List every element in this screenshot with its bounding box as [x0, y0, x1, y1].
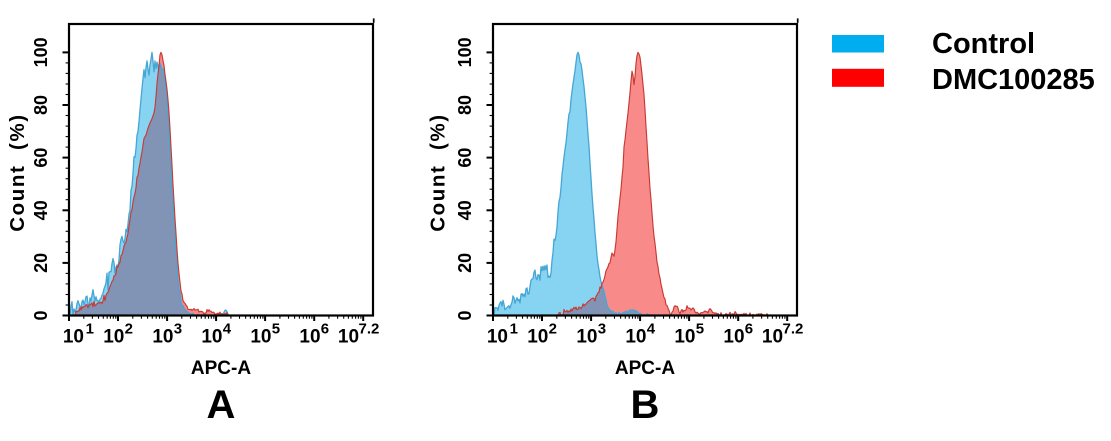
- svg-text:4: 4: [647, 321, 656, 338]
- svg-text:10: 10: [723, 327, 744, 348]
- svg-text:10: 10: [674, 327, 695, 348]
- svg-text:APC-A: APC-A: [615, 358, 675, 379]
- svg-text:B: B: [631, 383, 660, 427]
- svg-text:4: 4: [223, 321, 232, 338]
- svg-text:7.2: 7.2: [783, 321, 804, 338]
- svg-text:2: 2: [549, 321, 557, 338]
- svg-text:10: 10: [625, 327, 646, 348]
- svg-text:40: 40: [31, 200, 51, 220]
- svg-text:APC-A: APC-A: [191, 358, 251, 379]
- svg-text:6: 6: [321, 321, 329, 338]
- svg-text:20: 20: [455, 253, 475, 273]
- svg-text:10: 10: [338, 327, 359, 348]
- svg-text:10: 10: [201, 327, 222, 348]
- svg-text:80: 80: [455, 95, 475, 115]
- svg-text:10: 10: [576, 327, 597, 348]
- svg-text:3: 3: [598, 321, 606, 338]
- svg-text:1: 1: [86, 321, 94, 338]
- svg-text:10: 10: [527, 327, 548, 348]
- svg-text:60: 60: [31, 148, 51, 168]
- svg-text:10: 10: [762, 327, 783, 348]
- svg-text:10: 10: [103, 327, 124, 348]
- svg-text:3: 3: [174, 321, 182, 338]
- svg-text:10: 10: [152, 327, 173, 348]
- svg-text:80: 80: [31, 95, 51, 115]
- svg-text:20: 20: [31, 253, 51, 273]
- svg-text:100: 100: [455, 37, 475, 67]
- svg-text:7.2: 7.2: [359, 321, 380, 338]
- svg-text:0: 0: [455, 310, 475, 320]
- svg-text:Count (%): Count (%): [427, 113, 450, 231]
- svg-text:100: 100: [31, 37, 51, 67]
- svg-text:60: 60: [455, 148, 475, 168]
- svg-text:10: 10: [487, 327, 508, 348]
- svg-text:10: 10: [299, 327, 320, 348]
- svg-text:6: 6: [745, 321, 753, 338]
- svg-text:1: 1: [510, 321, 518, 338]
- svg-text:Count (%): Count (%): [6, 113, 29, 231]
- svg-text:5: 5: [272, 321, 280, 338]
- svg-text:10: 10: [63, 327, 84, 348]
- svg-text:5: 5: [696, 321, 704, 338]
- svg-text:10: 10: [250, 327, 271, 348]
- svg-text:2: 2: [125, 321, 133, 338]
- svg-text:DMC100285: DMC100285: [932, 64, 1095, 96]
- svg-text:Control: Control: [932, 28, 1035, 60]
- svg-text:40: 40: [455, 200, 475, 220]
- svg-text:0: 0: [31, 310, 51, 320]
- svg-text:A: A: [207, 383, 236, 427]
